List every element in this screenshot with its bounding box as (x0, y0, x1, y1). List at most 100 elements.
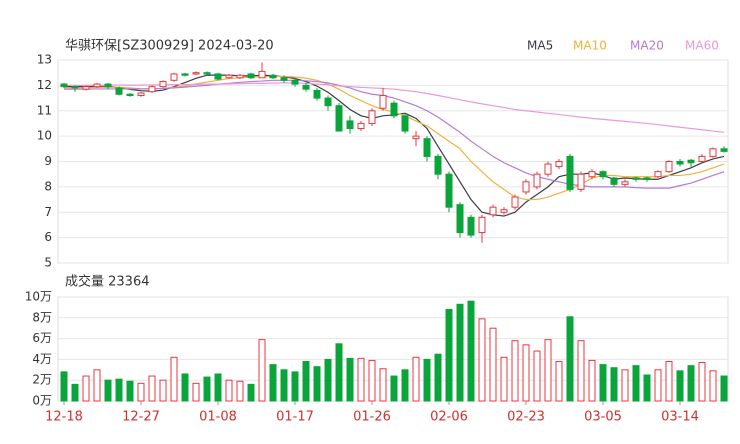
candle-body (203, 72, 211, 75)
ma-line (64, 82, 725, 133)
volume-bar (577, 340, 585, 402)
x-tick-label: 12-27 (122, 410, 160, 425)
legend-entry: MA20 (630, 39, 664, 53)
ma-line (64, 74, 725, 217)
volume-bar (192, 382, 200, 402)
volume-bar (511, 340, 519, 402)
y-tick-label: 10 (37, 129, 52, 143)
volume-bar (302, 360, 310, 402)
candle-body (126, 93, 134, 97)
volume-bar (137, 382, 145, 402)
candle-body (148, 86, 156, 93)
x-tick-label: 01-08 (199, 410, 237, 425)
y-tick-label: 4万 (32, 352, 52, 366)
volume-bar (181, 373, 189, 402)
volume-bar (346, 357, 354, 402)
candle-body (621, 181, 629, 185)
volume-bar (390, 375, 398, 402)
volume-bar (412, 356, 420, 402)
candle-body (665, 161, 673, 173)
candle-body (533, 173, 541, 188)
x-tick-label: 12-18 (45, 410, 83, 425)
candle-body (368, 110, 376, 124)
volume-bar (478, 318, 486, 402)
volume-bar (170, 356, 178, 402)
y-tick-label: 2万 (32, 373, 52, 387)
candle-body (60, 83, 68, 88)
volume-bar (599, 364, 607, 402)
volume-bar (654, 369, 662, 402)
volume-bar (687, 365, 695, 402)
volume-bar (291, 371, 299, 402)
candle-body (698, 155, 706, 163)
candle-body (247, 73, 255, 79)
volume-bar (698, 362, 706, 402)
candle-body (82, 86, 90, 90)
y-tick-label: 6 (44, 230, 52, 244)
x-tick-label: 03-14 (661, 410, 699, 425)
candle-body (676, 161, 684, 165)
volume-bar (357, 357, 365, 402)
candle-body (192, 72, 200, 75)
volume-bar (588, 359, 596, 402)
x-tick-label: 01-17 (276, 410, 314, 425)
candle-body (258, 70, 266, 79)
chart-title: 华骐环保[SZ300929] 2024-03-20 (65, 39, 274, 54)
candle-body (588, 171, 596, 178)
volume-bar (335, 343, 343, 402)
volume-bar (225, 379, 233, 402)
volume-bar (665, 360, 673, 402)
candle-body (225, 74, 233, 79)
candle-body (280, 77, 288, 81)
volume-bar (720, 375, 728, 402)
volume-bar (500, 356, 508, 402)
x-tick-label: 03-05 (584, 410, 622, 425)
volume-bar (456, 303, 464, 402)
candle-body (566, 155, 574, 190)
candle-body (456, 204, 464, 234)
candle-body (632, 177, 640, 180)
candle-body (93, 83, 101, 88)
candle-body (236, 74, 244, 79)
candle-body (423, 138, 431, 157)
x-tick-label: 02-23 (507, 410, 545, 425)
candle-body (357, 122, 365, 130)
candle-body (654, 171, 662, 178)
volume-bar (368, 359, 376, 402)
candle-body (478, 216, 486, 234)
legend-entry: MA10 (573, 39, 607, 53)
volume-bar (445, 308, 453, 402)
y-tick-label: 7 (44, 205, 52, 219)
candle-body (544, 163, 552, 175)
volume-bar (379, 368, 387, 402)
candle-body (577, 173, 585, 190)
x-tick-label: 02-06 (430, 410, 468, 425)
ma-line (64, 79, 725, 189)
volume-bar (159, 379, 167, 402)
volume-bar (533, 350, 541, 402)
volume-bar (522, 344, 530, 402)
candle-body (522, 181, 530, 193)
volume-bar (401, 369, 409, 402)
volume-bar (60, 371, 68, 402)
volume-bar (467, 300, 475, 402)
candle-body (412, 135, 420, 140)
volume-bar (610, 367, 618, 402)
volume-bar (632, 365, 640, 402)
volume-bar (676, 370, 684, 402)
candle-body (324, 97, 332, 107)
candle-body (379, 95, 387, 109)
volume-bar (258, 339, 266, 402)
candle-body (71, 86, 79, 89)
volume-bar (71, 383, 79, 402)
candle-body (401, 115, 409, 132)
candle-body (434, 155, 442, 175)
volume-bar (709, 370, 717, 402)
volume-bar (324, 358, 332, 402)
candle-body (489, 206, 497, 216)
candle-body (610, 177, 618, 185)
candle-body (335, 105, 343, 132)
volume-bar (126, 380, 134, 402)
